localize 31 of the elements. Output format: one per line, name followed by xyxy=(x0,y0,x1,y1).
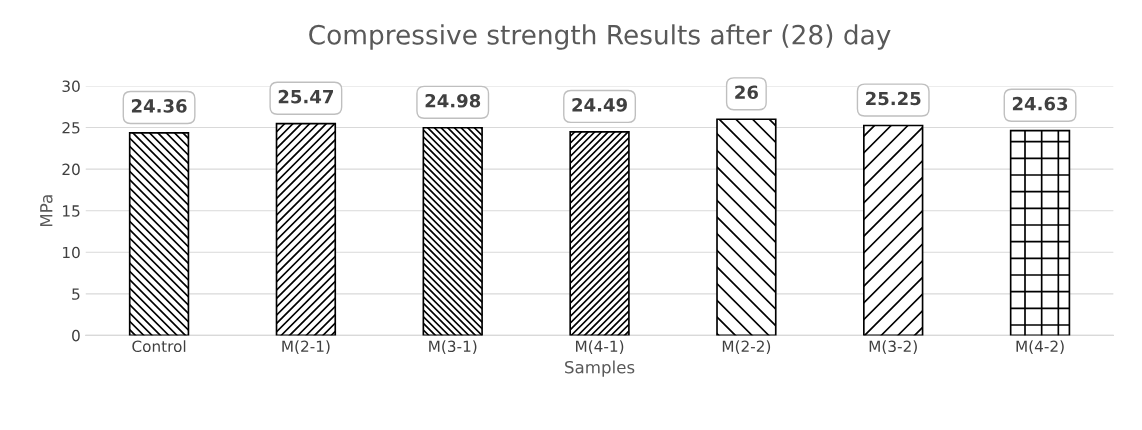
x-axis-title: Samples xyxy=(565,360,635,377)
data-label: 24.36 xyxy=(131,99,187,113)
data-label: 25.47 xyxy=(278,89,334,104)
y-tick-label: 15 xyxy=(63,205,80,217)
x-tick-label: M(2-2) xyxy=(722,340,771,354)
data-label: 24.63 xyxy=(1012,96,1068,111)
bar xyxy=(716,118,777,336)
y-tick-label: 10 xyxy=(63,246,80,259)
y-tick-label: 30 xyxy=(62,80,80,93)
bar xyxy=(1009,129,1071,336)
chart-title: Compressive strength Results after (28) day xyxy=(309,24,891,50)
data-label: 26 xyxy=(735,85,758,100)
bar xyxy=(275,122,337,336)
bar xyxy=(422,126,483,336)
data-label: 24.98 xyxy=(425,93,481,108)
x-tick-label: M(2-1) xyxy=(282,340,330,354)
bar xyxy=(863,124,924,336)
y-axis-title: MPa xyxy=(40,195,53,227)
x-tick-label: M(3-1) xyxy=(429,340,477,354)
x-tick-label: M(3-2) xyxy=(869,340,917,354)
bar xyxy=(128,132,190,336)
y-tick-label: 20 xyxy=(62,163,80,176)
x-tick-label: Control xyxy=(132,340,186,353)
x-tick-label: M(4-1) xyxy=(576,340,624,354)
data-label: 24.49 xyxy=(572,97,627,112)
bar xyxy=(569,130,630,336)
y-tick-label: 0 xyxy=(72,329,80,342)
y-tick-label: 25 xyxy=(62,122,80,134)
x-tick-label: M(4-2) xyxy=(1016,340,1064,354)
data-label: 25.25 xyxy=(866,91,921,106)
y-tick-label: 5 xyxy=(72,288,80,300)
